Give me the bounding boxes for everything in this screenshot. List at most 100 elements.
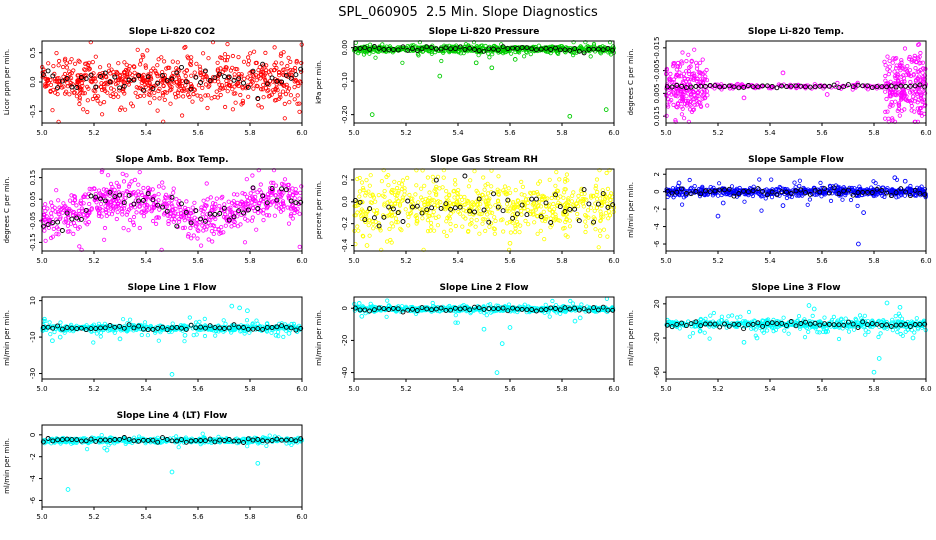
series-outliers [50,303,292,377]
chart-panel-li820-pressure: Slope Li-820 Pressure kPa per min. 5.0 5.2 5… [312,24,624,152]
plot-frame [353,296,615,380]
panel-grid: Slope Li-820 CO2 Licor ppm per min. 5.0 5.2… [0,24,936,536]
y-axis-ticks: -0.4 -0.2 0.0 0.2 [341,174,354,252]
svg-text:-4: -4 [653,223,661,231]
svg-text:0.5: 0.5 [29,47,37,58]
series-slope-samples [351,40,616,65]
y-axis-label: kPa per min. [315,60,323,104]
chart-panel-gas-stream-rh: Slope Gas Stream RH percent per min. 5.0 5.… [312,152,624,280]
y-axis-ticks: -0.5 0.0 0.5 [29,47,42,118]
svg-text:5.6: 5.6 [816,257,828,265]
svg-text:-6: -6 [653,240,661,248]
y-axis-ticks: 0-2-4-6 [29,433,42,504]
chart-panel-line3-flow: Slope Line 3 Flow ml/min per min. 5.0 5.2 5.… [624,280,936,408]
svg-text:5.6: 5.6 [192,129,204,137]
scatter-plot-gas-stream-rh: Slope Gas Stream RH percent per min. 5.0 5.… [315,155,620,265]
svg-text:5.0: 5.0 [36,257,47,265]
y-axis-ticks: 0.00 -0.10 -0.20 [341,40,354,124]
panel-title: Slope Li-820 Pressure [429,27,540,37]
series-subsampled-means-black [40,322,304,333]
svg-text:5.6: 5.6 [192,257,204,265]
svg-text:5.6: 5.6 [504,257,516,265]
svg-text:6.0: 6.0 [608,129,619,137]
y-axis-label: ml/min per min. [3,310,11,366]
svg-text:5.2: 5.2 [400,129,411,137]
svg-text:5.2: 5.2 [400,257,411,265]
svg-text:5.8: 5.8 [244,129,255,137]
scatter-plot-amb-box-temp: Slope Amb. Box Temp. degrees C per min. 5.… [3,155,308,265]
panel-title: Slope Line 3 Flow [751,283,840,293]
svg-text:-0.5: -0.5 [29,104,37,118]
svg-text:0.005: 0.005 [653,83,661,103]
svg-text:5.8: 5.8 [244,385,255,393]
svg-text:5.0: 5.0 [348,257,359,265]
svg-text:5.6: 5.6 [192,385,204,393]
plot-frame [353,168,615,252]
svg-text:6.0: 6.0 [920,129,931,137]
series-slope-samples [40,40,304,124]
y-axis-label: percent per min. [315,181,323,239]
svg-text:0.0: 0.0 [341,196,349,207]
svg-text:6.0: 6.0 [296,129,307,137]
plot-frame [41,296,303,380]
chart-panel-amb-box-temp: Slope Amb. Box Temp. degrees C per min. 5.… [0,152,312,280]
series-outliers [369,57,609,119]
plot-frame [41,424,303,508]
svg-text:6.0: 6.0 [920,257,931,265]
panel-title: Slope Gas Stream RH [430,155,538,165]
x-axis-ticks: 5.0 5.2 5.4 5.6 5.8 6.0 [348,379,620,393]
y-axis-label: ml/min per min. [627,182,635,238]
svg-text:-0.015: -0.015 [653,37,661,60]
svg-text:5.4: 5.4 [452,129,464,137]
svg-text:5.0: 5.0 [36,129,47,137]
svg-text:5.8: 5.8 [556,257,567,265]
svg-text:5.4: 5.4 [764,129,776,137]
svg-text:5.8: 5.8 [868,257,879,265]
x-axis-ticks: 5.0 5.2 5.4 5.6 5.8 6.0 [36,251,308,265]
plot-frame [353,40,615,124]
svg-text:0.05: 0.05 [29,191,37,207]
svg-text:5.2: 5.2 [712,257,723,265]
series-outliers [676,175,908,247]
series-outliers [741,70,830,101]
svg-text:-30: -30 [29,368,37,379]
y-axis-label: ml/min per min. [3,438,11,494]
svg-text:0.15: 0.15 [29,170,37,186]
plot-frame [665,296,927,380]
series-slope-samples [40,168,304,252]
svg-text:6.0: 6.0 [296,257,307,265]
svg-text:5.8: 5.8 [556,129,567,137]
series-subsampled-means-black [664,185,928,199]
svg-text:10: 10 [29,296,37,305]
svg-text:5.2: 5.2 [712,129,723,137]
svg-text:5.0: 5.0 [36,385,47,393]
svg-text:-0.005: -0.005 [653,59,661,82]
y-axis-label: ml/min per min. [315,310,323,366]
x-axis-ticks: 5.0 5.2 5.4 5.6 5.8 6.0 [660,379,932,393]
x-axis-ticks: 5.0 5.2 5.4 5.6 5.8 6.0 [660,251,932,265]
x-axis-ticks: 5.0 5.2 5.4 5.6 5.8 6.0 [348,123,620,137]
y-axis-label: ml/min per min. [627,310,635,366]
x-axis-ticks: 5.0 5.2 5.4 5.6 5.8 6.0 [660,123,932,137]
x-axis-ticks: 5.0 5.2 5.4 5.6 5.8 6.0 [36,507,308,521]
y-axis-ticks: -40-200 [341,306,354,378]
chart-panel-li820-co2: Slope Li-820 CO2 Licor ppm per min. 5.0 5.2… [0,24,312,152]
panel-title: Slope Sample Flow [748,155,844,165]
series-slope-samples [352,296,616,325]
svg-text:2: 2 [653,172,661,176]
chart-panel-line2-flow: Slope Line 2 Flow ml/min per min. 5.0 5.2 5.… [312,280,624,408]
scatter-plot-li820-co2: Slope Li-820 CO2 Licor ppm per min. 5.0 5.2… [3,27,308,137]
svg-text:5.2: 5.2 [88,385,99,393]
svg-text:-0.2: -0.2 [341,217,349,231]
panel-title: Slope Li-820 Temp. [748,27,844,37]
series-outliers [65,447,261,492]
svg-text:-0.15: -0.15 [29,233,37,251]
svg-text:5.4: 5.4 [140,257,152,265]
svg-text:5.4: 5.4 [140,385,152,393]
series-slope-samples [664,177,928,213]
y-axis-label: Licor ppm per min. [3,49,11,115]
series-subsampled-means-black [664,82,928,91]
figure-title: SPL_060905 2.5 Min. Slope Diagnostics [338,5,598,20]
